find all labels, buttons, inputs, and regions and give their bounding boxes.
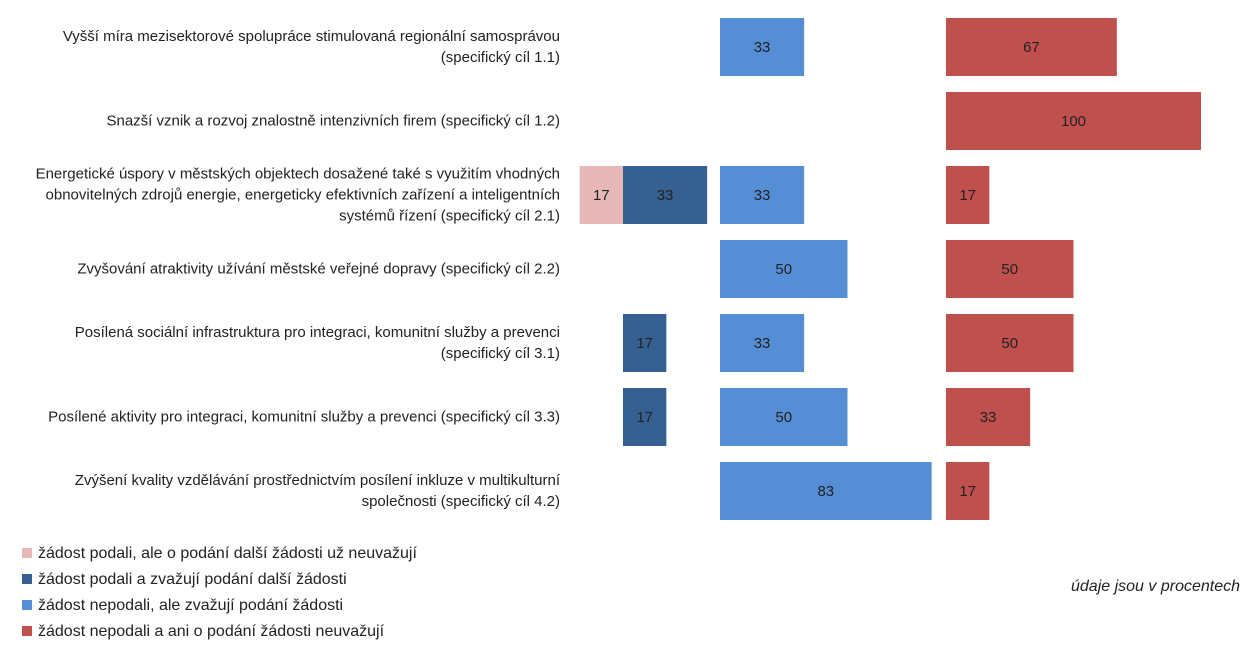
value-label: 17 [593,187,610,204]
value-label: 33 [980,409,997,426]
legend-swatch [22,574,32,584]
bar [720,388,848,446]
legend-item: žádost nepodali a ani o podání žádosti n… [22,623,384,641]
value-label: 50 [1001,261,1018,278]
bar [946,240,1074,298]
category-label: Energetické úspory v městských objektech… [35,165,560,225]
legend-item: žádost nepodali, ale zvažují podání žádo… [22,597,343,615]
value-label: 33 [754,335,771,352]
category-label: Vyšší míra mezisektorové spolupráce stim… [62,28,560,66]
category-label: Zvyšování atraktivity užívání městské ve… [77,260,560,278]
category-label: Posílená sociální infrastruktura pro int… [74,324,560,362]
value-label: 50 [1001,335,1018,352]
value-label: 17 [636,335,653,352]
legend-label: žádost podali, ale o podání další žádost… [38,545,417,562]
bar [946,92,1201,150]
legend-swatch [22,600,32,610]
legend-label: žádost nepodali, ale zvažují podání žádo… [38,597,344,614]
bar [946,314,1074,372]
bar [720,462,932,520]
legend-label: žádost nepodali a ani o podání žádosti n… [38,623,385,640]
value-label: 50 [775,261,792,278]
bar [946,166,990,224]
value-label: 50 [775,409,792,426]
bar [946,388,1031,446]
category-label: Posílené aktivity pro integraci, komunit… [48,408,560,426]
bar [720,240,848,298]
value-label: 17 [959,483,976,500]
legend-swatch [22,626,32,636]
bar [720,314,805,372]
value-label: 33 [657,187,674,204]
legend-label: žádost podali a zvažují podání další žád… [38,571,347,588]
value-label: 33 [754,187,771,204]
value-label: 67 [1023,39,1040,56]
bar [623,314,667,372]
category-label: Zvýšení kvality vzdělávání prostřednictv… [74,472,560,510]
bar [720,18,805,76]
bar [623,166,708,224]
legend-item: žádost podali, ale o podání další žádost… [22,545,417,563]
bar [579,166,623,224]
legend-item: žádost podali a zvažují podání další žád… [22,571,347,589]
bar [623,388,667,446]
value-label: 83 [817,483,834,500]
bar [946,462,990,520]
value-label: 100 [1061,113,1086,130]
category-label: Snazší vznik a rozvoj znalostně intenziv… [106,112,560,130]
value-label: 17 [959,187,976,204]
value-label: 17 [636,409,653,426]
bar [946,18,1117,76]
bar [720,166,805,224]
legend-swatch [22,548,32,558]
value-label: 33 [754,39,771,56]
note: údaje jsou v procentech [1071,578,1240,595]
